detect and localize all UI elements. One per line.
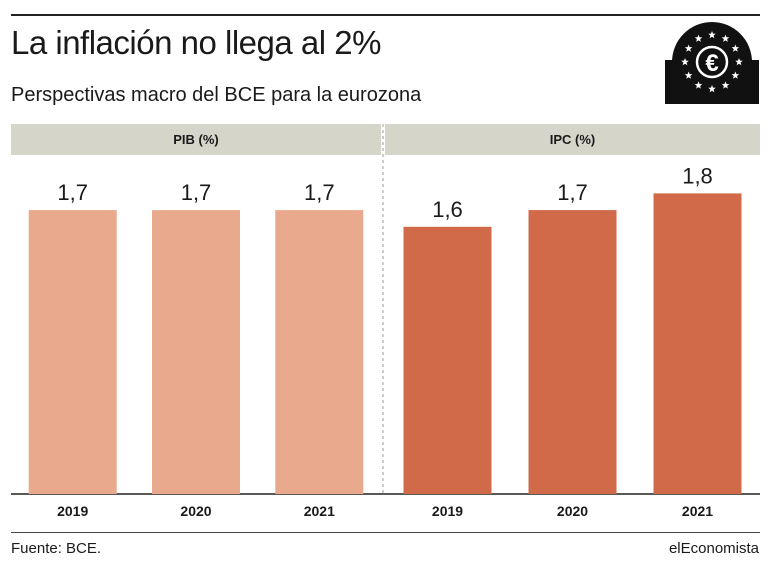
- data-label-pib-2021: 1,7: [304, 180, 335, 205]
- star-icon: [731, 44, 740, 52]
- star-icon: [721, 81, 730, 89]
- top-rule: [11, 14, 760, 16]
- data-label-ipc-2020: 1,7: [557, 180, 588, 205]
- chart-title: La inflación no llega al 2%: [11, 24, 381, 61]
- x-tick-pib-2020: 2020: [180, 503, 211, 519]
- bottom-rule: [11, 532, 760, 533]
- data-label-pib-2020: 1,7: [181, 180, 212, 205]
- bar-pib-2020: [152, 210, 240, 494]
- panel-header-pib: PIB (%): [11, 124, 381, 155]
- x-tick-pib-2019: 2019: [57, 503, 88, 519]
- star-icon: [731, 71, 740, 79]
- panel-header-ipc: IPC (%): [385, 124, 760, 155]
- star-icon: [684, 71, 693, 79]
- panel-title-pib: PIB (%): [173, 132, 219, 147]
- star-icon: [681, 58, 689, 66]
- x-tick-ipc-2019: 2019: [432, 503, 463, 519]
- brand-label: elEconomista: [668, 540, 759, 557]
- star-icon: [708, 85, 716, 93]
- data-label-ipc-2021: 1,8: [682, 163, 713, 188]
- star-icon: [694, 81, 703, 89]
- bar-ipc-2019: [403, 226, 492, 495]
- star-icon: [684, 44, 693, 52]
- panel-title-ipc: IPC (%): [549, 132, 596, 147]
- bar-pib-2021: [275, 210, 364, 494]
- star-icon: [708, 31, 716, 39]
- x-tick-ipc-2020: 2020: [557, 503, 588, 519]
- star-icon: [721, 34, 730, 42]
- x-tick-pib-2021: 2021: [304, 503, 335, 519]
- source-note: Fuente: BCE.: [11, 540, 102, 557]
- chart-subtitle: Perspectivas macro del BCE para la euroz…: [11, 84, 422, 106]
- x-tick-ipc-2021: 2021: [682, 503, 713, 519]
- svg-text:€: €: [705, 50, 718, 77]
- euro-stars-icon: €: [665, 22, 759, 104]
- bar-pib-2019: [28, 210, 117, 494]
- data-label-ipc-2019: 1,6: [432, 197, 463, 222]
- bar-ipc-2021: [653, 193, 742, 494]
- star-icon: [694, 34, 703, 42]
- star-icon: [735, 58, 743, 66]
- bar-ipc-2020: [528, 210, 617, 494]
- data-label-pib-2019: 1,7: [57, 180, 88, 205]
